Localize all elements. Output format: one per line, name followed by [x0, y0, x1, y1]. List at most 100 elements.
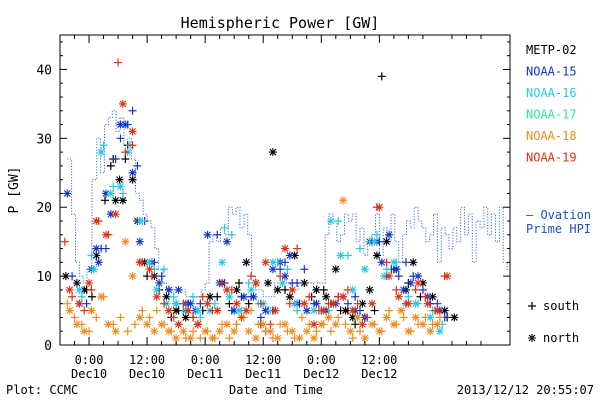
x-tick-label-time: 12:00 [245, 353, 281, 367]
point-noaa-18-south [348, 334, 357, 343]
point-noaa-15-north [155, 279, 164, 287]
point-metp-02-north [358, 299, 367, 308]
point-noaa-19-north [423, 299, 432, 308]
point-noaa-15-north [94, 258, 103, 267]
point-noaa-18-north [135, 313, 144, 322]
point-noaa-16-north [89, 265, 98, 274]
point-noaa-16-south [118, 189, 127, 198]
point-noaa-18-south [435, 313, 444, 322]
point-noaa-16-south [160, 265, 169, 274]
series-noaa-19 [60, 58, 452, 329]
point-noaa-19-north [92, 217, 101, 225]
point-metp-02-south [319, 285, 328, 294]
y-axis-label: P [GW] [7, 167, 22, 214]
point-noaa-18-south [232, 320, 241, 329]
point-metp-02-north [232, 285, 241, 294]
point-noaa-19-north [145, 265, 154, 274]
point-noaa-15-south [256, 313, 265, 322]
point-metp-02-north [128, 175, 137, 184]
point-noaa-18-south [63, 299, 72, 308]
point-noaa-16-north [411, 299, 420, 308]
ovation-label-line1: — Ovation [526, 208, 591, 222]
y-tick-label: 20 [36, 201, 52, 216]
point-metp-02-south [213, 292, 222, 301]
point-noaa-19-north [375, 203, 384, 212]
marker-legend-label: north [543, 331, 579, 345]
point-noaa-18-north [288, 327, 297, 336]
x-tick-label-day: Dec10 [71, 367, 107, 381]
point-noaa-16-north [389, 258, 398, 267]
point-metp-02-north [242, 258, 251, 267]
point-noaa-18-north [273, 334, 282, 343]
legend-entry: NOAA-16 [526, 86, 577, 100]
point-metp-02-north [382, 237, 391, 246]
point-metp-02-south [377, 72, 386, 81]
x-tick-label-time: 0:00 [75, 353, 104, 367]
point-metp-02-south [121, 155, 130, 163]
point-noaa-16-north [380, 272, 389, 281]
point-noaa-19-south [121, 148, 130, 157]
legend-entry: METP-02 [526, 43, 577, 57]
x-axis-label: Date and Time [229, 383, 323, 397]
point-noaa-18-north [404, 327, 413, 336]
point-noaa-15-north [249, 292, 258, 301]
point-noaa-19-north [203, 299, 212, 308]
point-noaa-18-north [164, 327, 173, 336]
legend-entry: NOAA-17 [526, 108, 577, 122]
point-noaa-18-north [143, 320, 152, 329]
point-noaa-15-south [101, 244, 110, 253]
point-noaa-18-north [353, 313, 362, 322]
point-noaa-18-north [121, 237, 130, 246]
point-noaa-18-north [411, 313, 420, 322]
point-noaa-18-south [123, 327, 132, 336]
point-metp-02-south [351, 320, 360, 329]
point-noaa-18-north [186, 334, 195, 343]
y-tick-label: 0 [44, 339, 52, 354]
x-tick-label-time: 0:00 [191, 353, 220, 367]
point-metp-02-south [106, 161, 115, 170]
point-noaa-16-north [310, 306, 319, 315]
point-noaa-19-north [319, 306, 328, 315]
point-noaa-16-south [404, 292, 413, 301]
point-noaa-16-north [360, 265, 369, 274]
point-noaa-15-north [63, 189, 72, 198]
point-noaa-18-south [326, 327, 335, 336]
point-noaa-18-north [281, 320, 289, 329]
point-noaa-18-north [80, 327, 89, 336]
point-noaa-18-north [230, 327, 239, 336]
point-noaa-15-north [101, 189, 110, 198]
point-noaa-16-north [235, 306, 244, 315]
point-metp-02-south [87, 292, 96, 301]
point-noaa-18-north [368, 320, 377, 329]
point-noaa-18-south [145, 313, 154, 322]
point-noaa-19-south [285, 299, 294, 308]
point-noaa-16-south [343, 251, 352, 260]
point-noaa-15-north [268, 265, 277, 274]
point-noaa-16-north [218, 258, 227, 267]
point-noaa-18-north [111, 327, 120, 336]
point-noaa-16-north [75, 285, 84, 294]
point-noaa-16-north [290, 299, 299, 308]
point-noaa-15-south [343, 299, 352, 308]
point-noaa-18-north [244, 327, 253, 336]
point-metp-02-north [80, 285, 89, 294]
point-metp-02-north [348, 313, 357, 322]
point-noaa-16-south [77, 292, 86, 301]
marker-legend: south north [528, 299, 579, 345]
point-noaa-18-north [104, 320, 113, 329]
point-noaa-19-north [164, 306, 173, 315]
point-noaa-16-north [116, 182, 125, 191]
point-noaa-18-north [266, 327, 275, 336]
point-noaa-16-north [225, 292, 234, 301]
point-noaa-18-north [324, 313, 333, 322]
point-noaa-15-south [68, 272, 77, 281]
point-noaa-18-south [399, 313, 408, 322]
point-noaa-19-south [305, 292, 314, 301]
point-noaa-16-north [326, 217, 335, 225]
marker-legend-label: south [543, 299, 579, 313]
point-noaa-19-north [385, 272, 394, 281]
point-noaa-19-south [198, 292, 207, 301]
point-noaa-16-south [227, 230, 236, 239]
point-noaa-19-north [368, 299, 377, 308]
point-noaa-19-south [421, 292, 430, 301]
